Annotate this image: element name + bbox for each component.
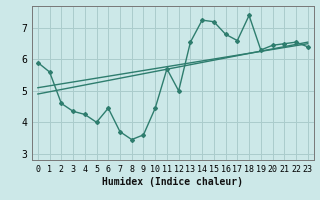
X-axis label: Humidex (Indice chaleur): Humidex (Indice chaleur) <box>102 177 243 187</box>
